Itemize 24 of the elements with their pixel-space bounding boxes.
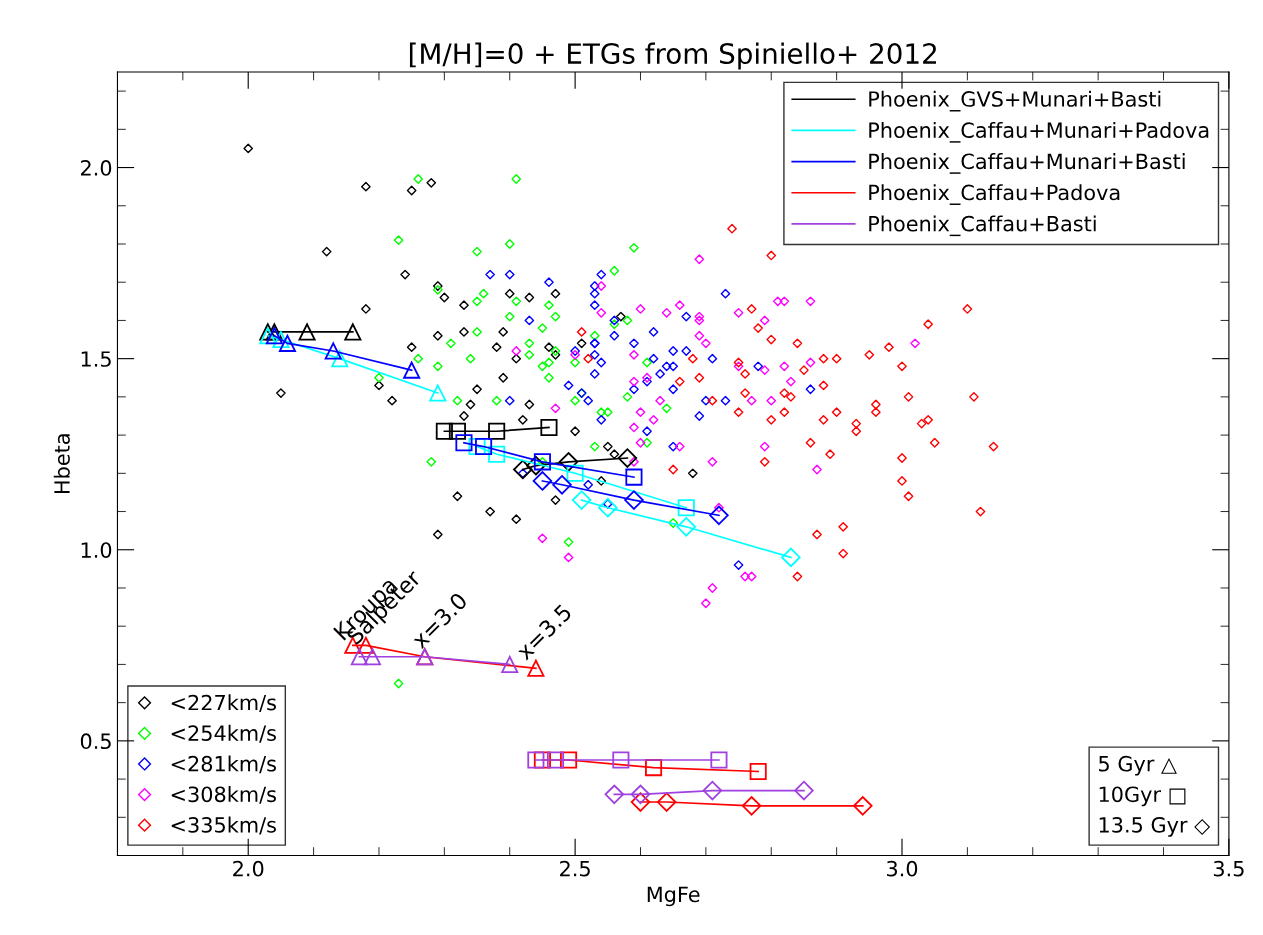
x-axis-title: MgFe — [647, 886, 700, 907]
x-tick-label: 2.5 — [560, 860, 590, 877]
legend-label: Phoenix_Caffau+Basti — [869, 215, 1096, 237]
legend-label: <281km/s — [171, 755, 276, 774]
annotation: 13.5 Gyr ◇ — [1099, 816, 1211, 837]
y-axis-title: Hbeta — [53, 434, 70, 494]
y-tick-label: 2.0 — [80, 160, 112, 176]
legend-label: <227km/s — [171, 694, 276, 713]
annotation: 5 Gyr △ — [1099, 755, 1177, 776]
legend-label: Phoenix_Caffau+Munari+Basti — [869, 153, 1185, 174]
x-tick-label: 3.5 — [1213, 860, 1244, 877]
legend-label: Phoenix_Caffau+Munari+Padova — [869, 121, 1209, 143]
legend-label: <335km/s — [171, 816, 276, 835]
annotation: 10Gyr □ — [1099, 786, 1186, 807]
legend-label: Phoenix_Caffau+Padova — [869, 184, 1120, 205]
y-tick-label: 1.0 — [81, 542, 112, 558]
x-tick-label: 2.0 — [233, 860, 264, 877]
legend-label: Phoenix_GVS+Munari+Basti — [869, 90, 1161, 112]
legend-label: <254km/s — [171, 724, 276, 743]
y-tick-label: 1.5 — [81, 351, 111, 367]
y-tick-label: 0.5 — [80, 733, 111, 750]
chart-title: [M/H]=0 + ETGs from Spiniello+ 2012 — [409, 42, 936, 70]
legend-label: <308km/s — [171, 786, 276, 804]
x-tick-label: 3.0 — [887, 860, 918, 877]
